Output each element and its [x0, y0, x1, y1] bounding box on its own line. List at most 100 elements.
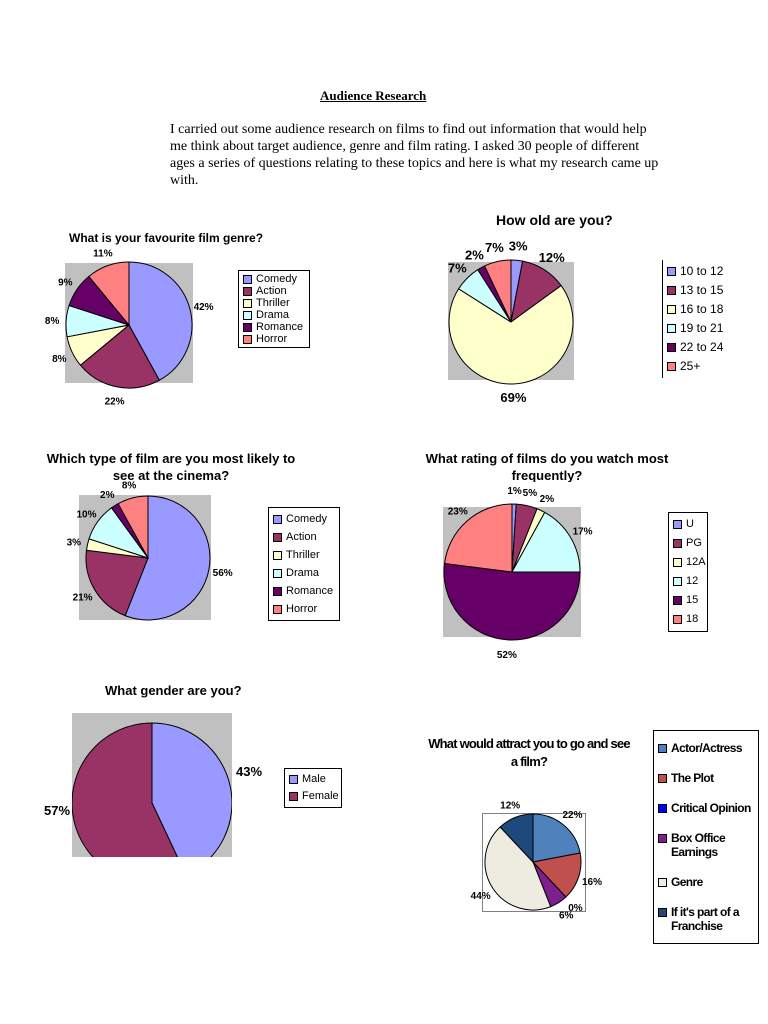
- data-label: 8%: [52, 354, 67, 365]
- legend-swatch: [658, 878, 667, 887]
- pie-slice-comedy: [128, 261, 193, 381]
- legend-item: Drama: [273, 564, 335, 582]
- chart-title: What would attract you to go and see a f…: [428, 736, 630, 769]
- pie-slice-horror: [117, 495, 149, 559]
- intro-paragraph: I carried out some audience research on …: [170, 122, 659, 188]
- legend-label: 15: [686, 594, 699, 606]
- pie-slice-12: [511, 511, 581, 573]
- chart-title: Which type of film are you most likely t…: [46, 451, 296, 482]
- legend-item: 16 to 18: [667, 300, 729, 319]
- legend-label: 10 to 12: [680, 264, 724, 278]
- legend-swatch: [673, 520, 682, 529]
- pie-slice-horror: [88, 261, 130, 327]
- legend-swatch: [658, 908, 667, 917]
- pie-slice-25-: [483, 259, 512, 323]
- data-label: 7%: [448, 260, 467, 275]
- chart-title: How old are you?: [496, 212, 613, 228]
- legend-swatch: [667, 343, 676, 352]
- legend-item: If it's part of a Franchise: [658, 905, 754, 933]
- legend-label: Actor/Actress: [671, 741, 743, 755]
- legend-item: Romance: [243, 321, 305, 333]
- legend-swatch: [673, 596, 682, 605]
- pie-slice-action: [85, 549, 149, 617]
- legend-swatch: [658, 834, 667, 843]
- data-label: 2%: [465, 247, 484, 262]
- legend-swatch: [243, 298, 252, 308]
- legend-item: Box Office Earnings: [658, 831, 754, 859]
- legend-item: Action: [243, 285, 305, 297]
- legend-item: 18: [673, 610, 703, 629]
- legend-item: Drama: [243, 309, 305, 321]
- legend-label: 13 to 15: [680, 283, 724, 297]
- data-label: 1%: [507, 486, 522, 497]
- legend-label: U: [686, 518, 694, 530]
- pie-slice-the-plot: [532, 852, 582, 898]
- legend-label: 12: [686, 575, 699, 587]
- legend-item: Thriller: [243, 297, 305, 309]
- legend-label: Box Office Earnings: [671, 831, 726, 859]
- legend-item: 22 to 24: [667, 338, 729, 357]
- document-title: Audience Research: [320, 88, 427, 103]
- legend-label: Thriller: [256, 297, 290, 309]
- legend-item: Romance: [273, 582, 335, 600]
- legend-label: Genre: [671, 875, 703, 889]
- legend-item: The Plot: [658, 771, 754, 785]
- legend-swatch: [658, 774, 667, 783]
- legend-label: If it's part of a Franchise: [671, 905, 740, 933]
- legend-label: 19 to 21: [680, 321, 724, 335]
- pie-chart-genre: 42% 22% 8% 8% 9% 11%: [45, 249, 214, 408]
- legend-swatch: [273, 550, 282, 560]
- legend-swatch: [673, 539, 682, 548]
- data-label: 42%: [194, 302, 214, 313]
- data-label: 0%: [568, 903, 583, 914]
- legend-swatch: [289, 775, 298, 784]
- pie-chart-gender: [72, 722, 232, 857]
- legend-label: 16 to 18: [680, 302, 724, 316]
- legend-swatch: [243, 310, 252, 320]
- data-label: 21%: [73, 593, 93, 604]
- legend-label: Romance: [256, 321, 304, 333]
- legend-label: Comedy: [256, 273, 297, 285]
- pie-slice-comedy: [124, 495, 211, 621]
- legend-label: Drama: [256, 309, 290, 321]
- chart-title: What rating of films do you watch most f…: [425, 451, 669, 482]
- legend-label: Thriller: [286, 549, 320, 561]
- data-label: 8%: [122, 480, 137, 491]
- legend-label: 22 to 24: [680, 340, 724, 354]
- plot-area: [482, 813, 586, 912]
- data-label: 9%: [58, 278, 73, 289]
- legend-item: 10 to 12: [667, 262, 729, 281]
- pie-chart-rating: 1% 5%2% 17% 52% 23%: [443, 486, 593, 661]
- legend-item: Actor/Actress: [658, 741, 754, 755]
- chart-title: What is your favourite film genre?: [69, 231, 264, 245]
- legend-swatch: [673, 558, 682, 567]
- data-label: 8%: [45, 316, 60, 327]
- legend-swatch: [243, 286, 252, 296]
- legend: Male Female: [284, 768, 342, 808]
- legend-swatch: [658, 744, 667, 753]
- legend-item: 25+: [667, 357, 729, 376]
- legend-item: 12: [673, 572, 703, 591]
- data-label-male: 43%: [236, 764, 263, 779]
- legend-item: 15: [673, 591, 703, 610]
- pie-slice-if-it-s-part-of-a-franchise: [499, 813, 534, 864]
- legend-label: Drama: [286, 567, 320, 579]
- chart-title: What gender are you?: [105, 683, 242, 698]
- pie-slice-male: [151, 722, 232, 857]
- legend-item: Action: [273, 528, 335, 546]
- legend-item: U: [673, 515, 703, 534]
- pie-chart-cinema: 56% 21% 3% 10%2% 8%: [67, 480, 233, 621]
- data-label: 6%: [559, 910, 574, 921]
- legend-swatch: [667, 362, 676, 371]
- legend-swatch: [667, 305, 676, 314]
- legend-item: Genre: [658, 875, 754, 889]
- legend-swatch: [273, 586, 282, 596]
- data-label: 5%: [523, 488, 538, 499]
- legend-item: PG: [673, 534, 703, 553]
- data-label: 12%: [500, 800, 520, 811]
- legend-swatch: [273, 604, 282, 614]
- data-label: 2%: [100, 490, 115, 501]
- legend: 10 to 12 13 to 15 16 to 18 19 to 21 22 to 24…: [662, 260, 733, 378]
- data-label-female: 57%: [44, 803, 71, 818]
- legend-swatch: [667, 286, 676, 295]
